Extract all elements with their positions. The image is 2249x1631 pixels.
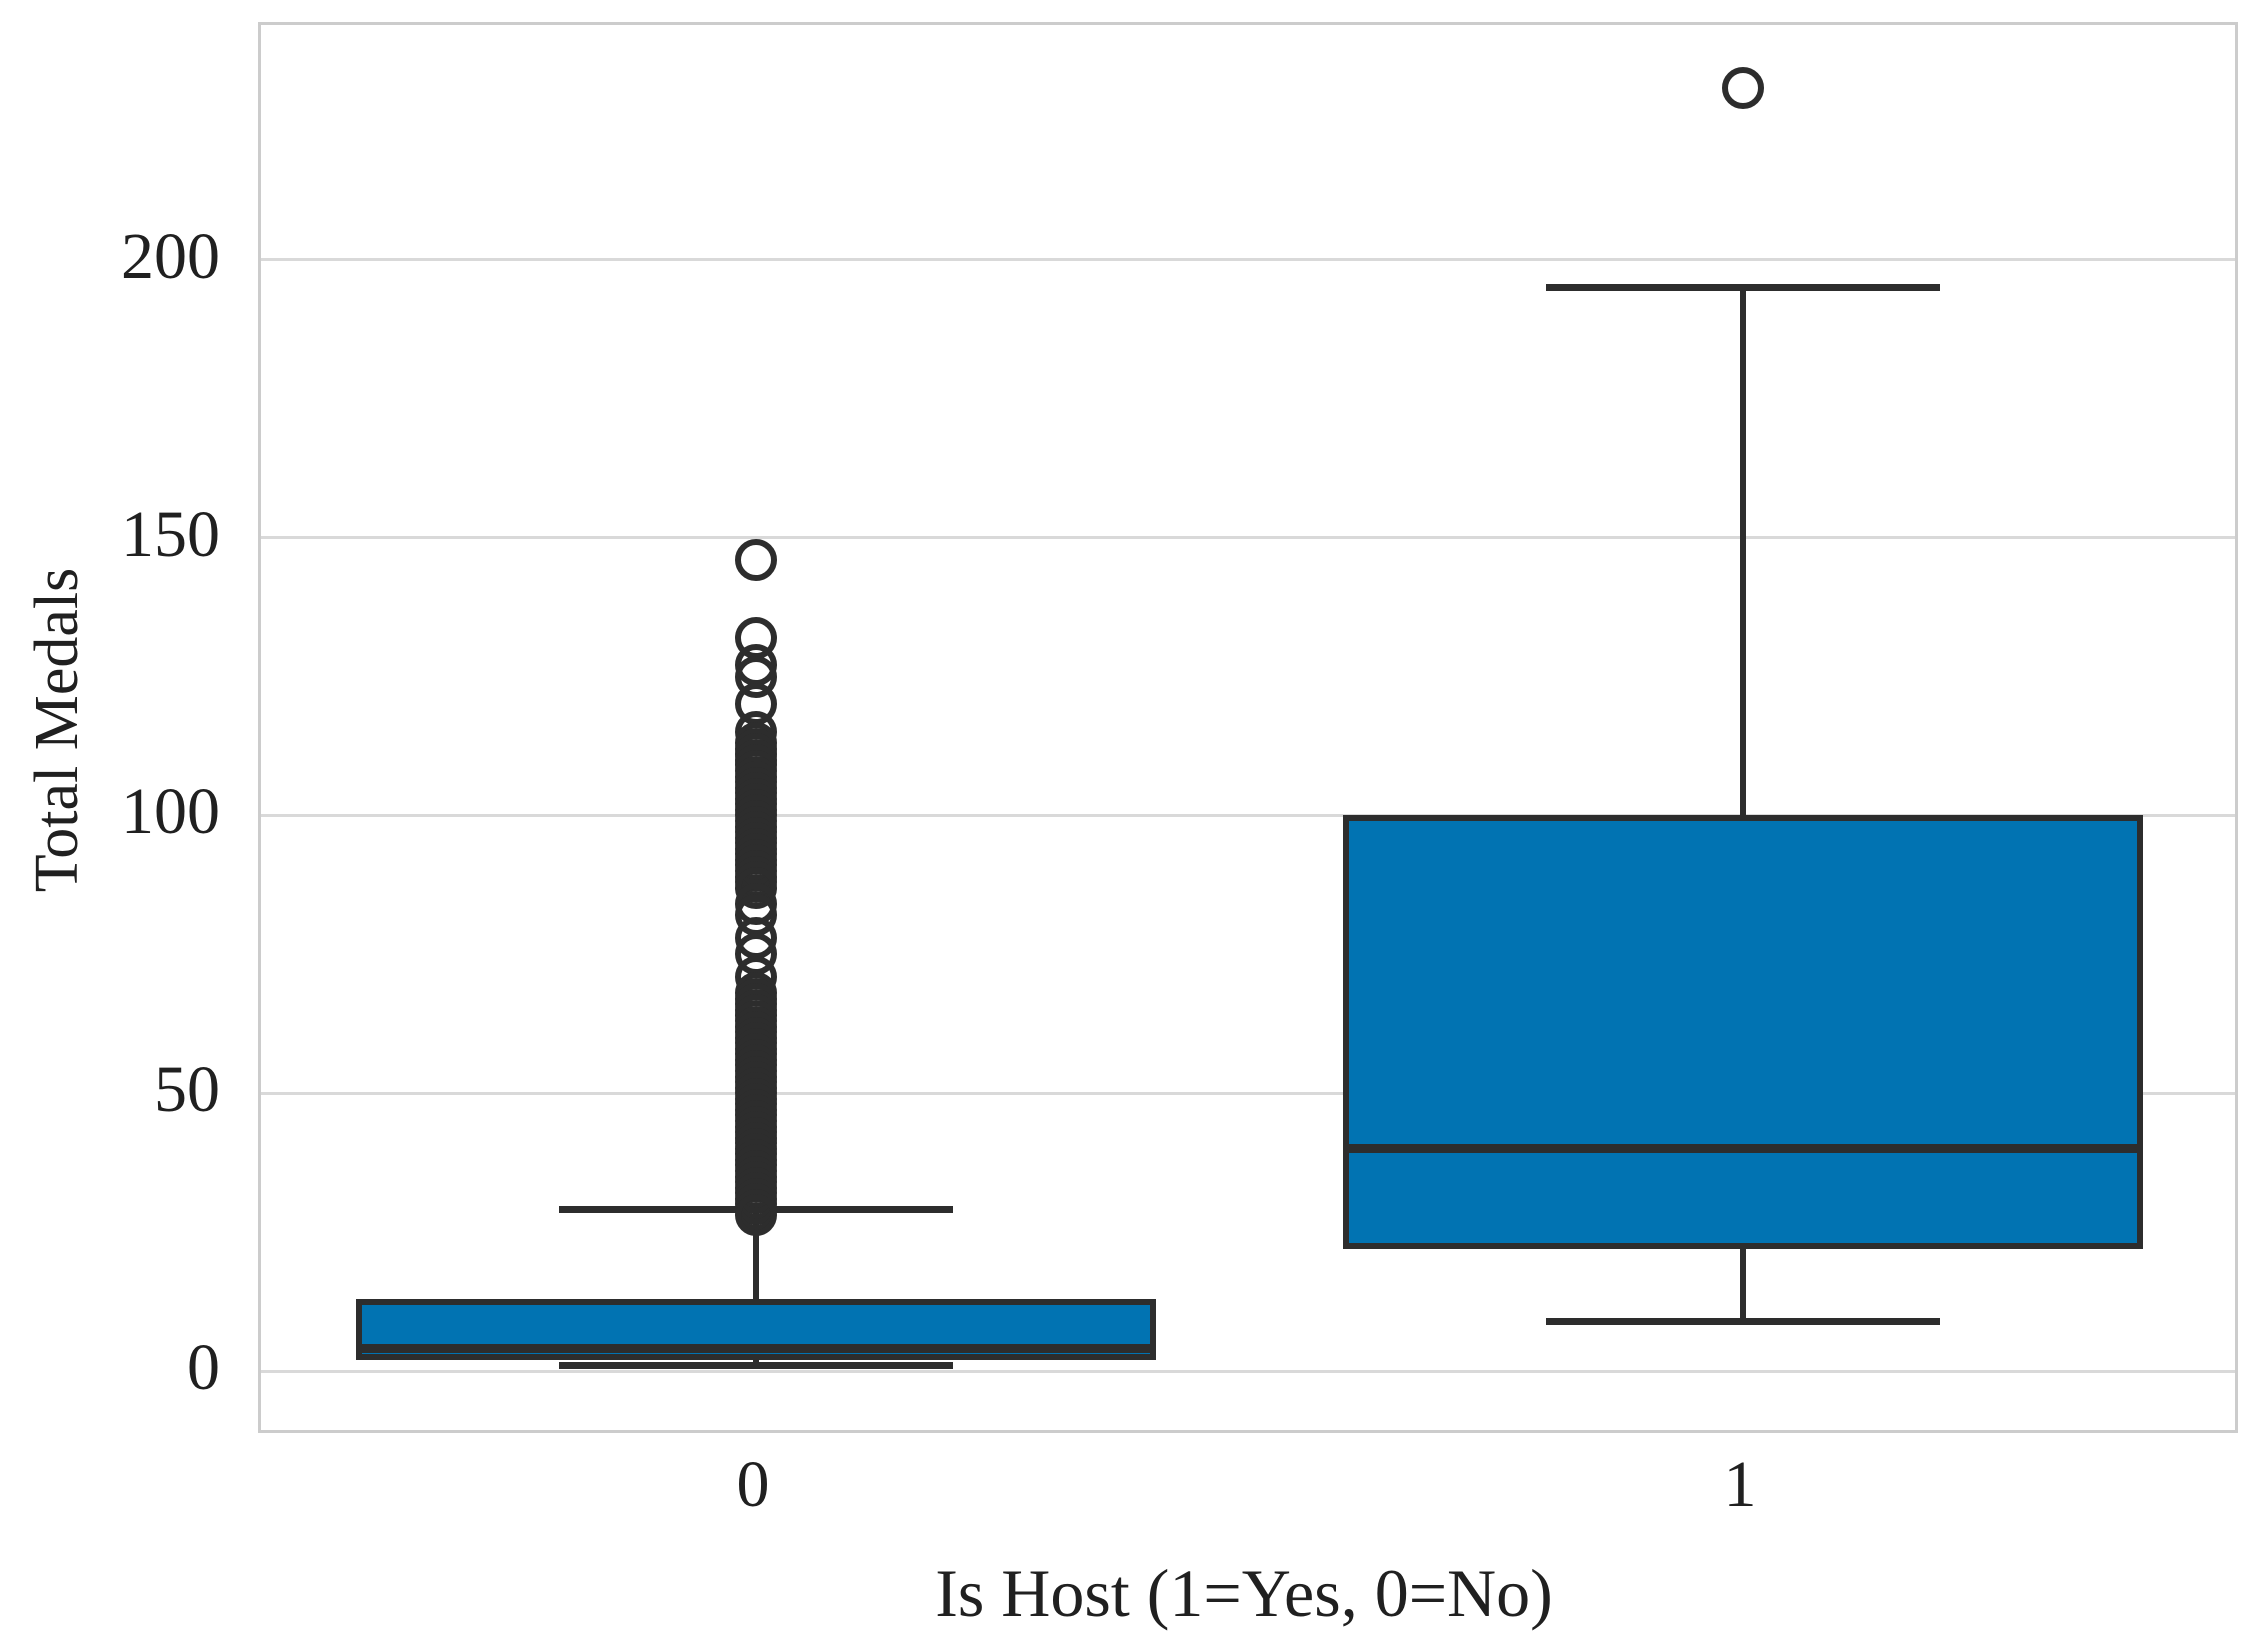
median-0 bbox=[362, 1344, 1150, 1354]
gridline-y-200 bbox=[261, 258, 2235, 262]
outlier-0-28 bbox=[735, 1194, 777, 1237]
gridline-y-0 bbox=[261, 1369, 2235, 1373]
median-1 bbox=[1349, 1144, 2137, 1154]
plot-area bbox=[258, 22, 2238, 1433]
x-tick-label-1: 1 bbox=[1723, 1448, 1757, 1521]
lower-whisker-cap-1 bbox=[1546, 1317, 1940, 1325]
upper-whisker-0 bbox=[753, 1209, 759, 1299]
lower-whisker-1 bbox=[1740, 1248, 1746, 1321]
outlier-1-231 bbox=[1722, 66, 1764, 109]
gridline-y-100 bbox=[261, 813, 2235, 817]
y-tick-label-50: 50 bbox=[154, 1053, 220, 1127]
box-1 bbox=[1343, 815, 2143, 1249]
x-axis-label: Is Host (1=Yes, 0=No) bbox=[935, 1555, 1553, 1631]
gridline-y-50 bbox=[261, 1091, 2235, 1095]
upper-whisker-1 bbox=[1740, 287, 1746, 816]
y-tick-label-200: 200 bbox=[121, 219, 220, 293]
x-tick-label-0: 0 bbox=[736, 1448, 770, 1521]
y-tick-label-100: 100 bbox=[121, 775, 220, 849]
lower-whisker-cap-0 bbox=[559, 1361, 953, 1369]
outlier-0-146 bbox=[735, 538, 777, 581]
upper-whisker-cap-1 bbox=[1546, 284, 1940, 292]
y-tick-label-150: 150 bbox=[121, 497, 220, 571]
y-tick-label-0: 0 bbox=[187, 1331, 220, 1404]
gridline-y-150 bbox=[261, 536, 2235, 540]
